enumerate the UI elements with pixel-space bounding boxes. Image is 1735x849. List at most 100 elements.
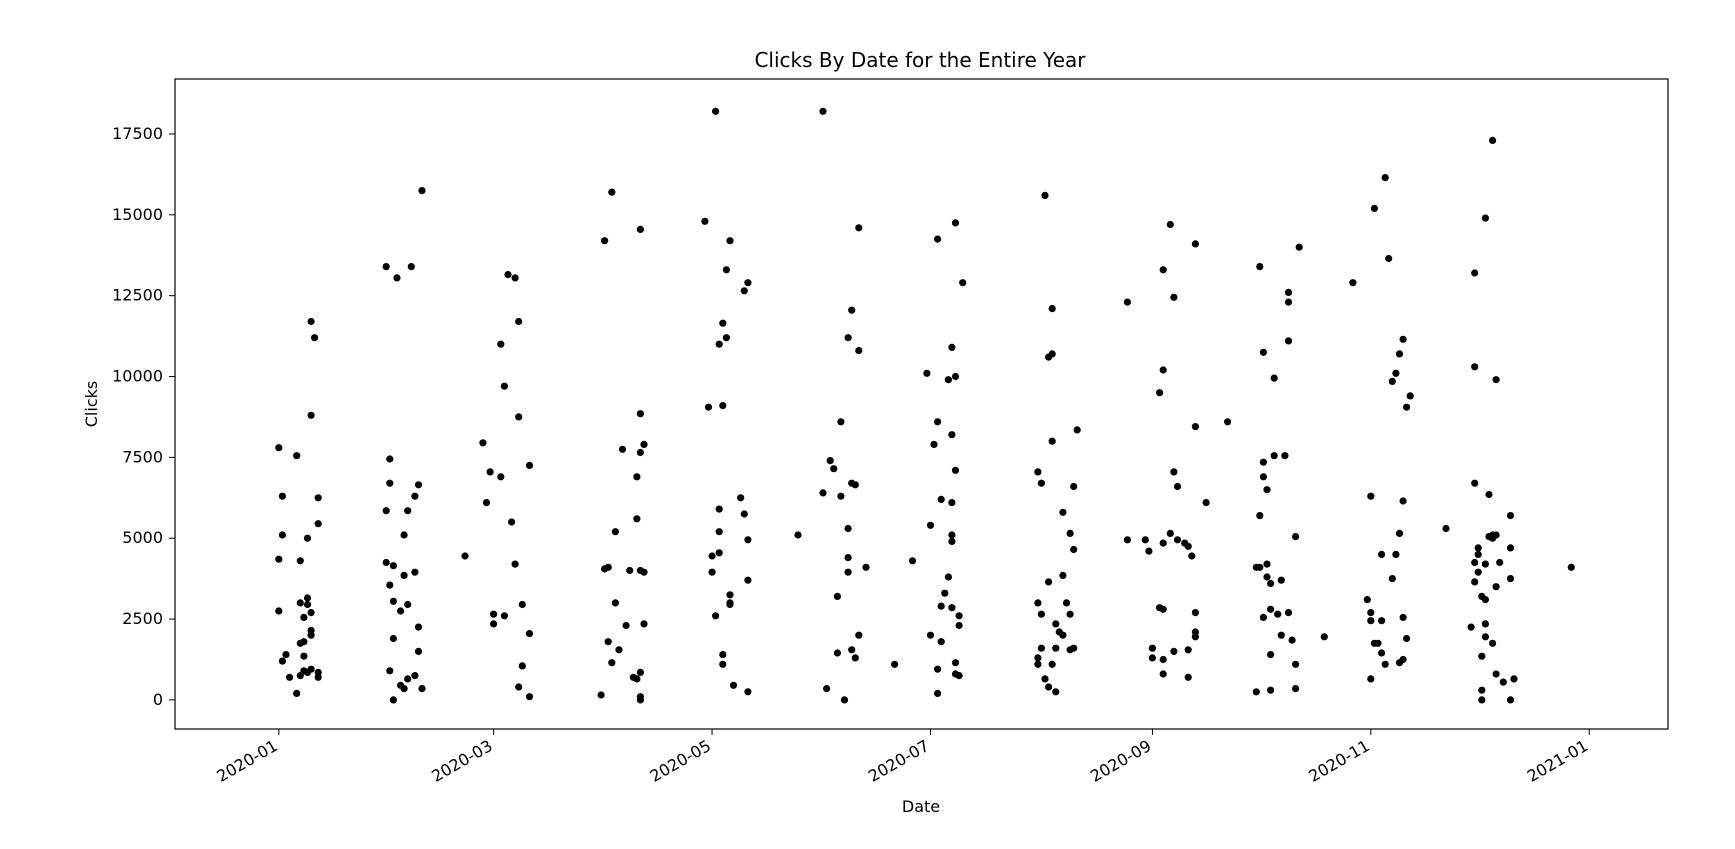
data-point: [1045, 578, 1053, 586]
data-point: [833, 592, 842, 601]
data-point: [1485, 490, 1493, 499]
data-point: [636, 410, 645, 418]
data-point: [937, 602, 945, 610]
data-point: [1392, 550, 1400, 559]
data-point: [712, 612, 720, 620]
data-point: [1284, 288, 1293, 296]
data-point: [719, 660, 727, 668]
data-point: [382, 263, 390, 271]
data-point: [314, 494, 322, 502]
data-point: [1399, 613, 1407, 622]
y-tick-label: 5000: [122, 528, 163, 547]
data-point: [411, 672, 419, 680]
data-point: [611, 599, 620, 607]
data-point: [1037, 610, 1045, 618]
data-point: [1052, 620, 1060, 628]
data-point: [1292, 685, 1300, 693]
data-point: [923, 369, 931, 377]
data-point: [955, 621, 963, 630]
data-point: [1281, 452, 1289, 460]
data-point: [1062, 599, 1071, 607]
data-point: [729, 681, 738, 689]
data-point: [1141, 536, 1149, 544]
data-point: [744, 688, 752, 696]
data-point: [1159, 605, 1167, 613]
data-point: [951, 466, 960, 474]
data-point: [944, 376, 953, 384]
data-point: [461, 552, 469, 560]
data-point: [740, 287, 748, 295]
data-point: [715, 340, 723, 348]
data-point: [1123, 536, 1131, 544]
data-point: [400, 571, 408, 580]
data-points: [275, 107, 1575, 704]
data-point: [715, 505, 723, 513]
data-point: [862, 563, 870, 571]
data-point: [1481, 214, 1489, 222]
data-point: [515, 413, 523, 421]
data-point: [819, 489, 827, 497]
data-point: [1270, 452, 1278, 460]
data-point: [300, 613, 308, 622]
data-point: [418, 685, 426, 693]
data-point: [1406, 392, 1414, 400]
data-point: [1188, 552, 1196, 560]
data-point: [1378, 550, 1386, 559]
data-point: [744, 536, 752, 544]
data-point: [307, 317, 315, 326]
data-point: [744, 279, 752, 287]
data-point: [1284, 298, 1293, 306]
data-point: [823, 685, 831, 693]
data-point: [1567, 563, 1575, 571]
data-point: [715, 549, 723, 557]
data-point: [851, 481, 859, 489]
data-point: [1259, 458, 1267, 466]
data-point: [951, 659, 960, 667]
data-point: [1367, 675, 1375, 683]
data-point: [726, 591, 734, 599]
data-point: [278, 492, 286, 500]
data-point: [601, 237, 609, 245]
data-point: [508, 518, 516, 526]
data-point: [1159, 539, 1167, 547]
data-point: [500, 612, 508, 620]
data-point: [1259, 348, 1267, 356]
data-point: [726, 600, 734, 609]
data-point: [278, 657, 286, 665]
data-point: [1478, 686, 1486, 694]
data-point: [404, 675, 412, 683]
data-point: [848, 646, 856, 654]
data-point: [1066, 610, 1074, 618]
data-point: [1506, 696, 1515, 704]
data-point: [1224, 418, 1232, 426]
data-point: [1191, 633, 1199, 641]
data-point: [1395, 529, 1404, 538]
data-point: [891, 660, 899, 668]
data-point: [1037, 479, 1045, 487]
data-point: [1367, 617, 1375, 625]
y-tick-label: 10000: [112, 367, 163, 386]
data-point: [1399, 335, 1407, 343]
data-point: [1320, 633, 1328, 641]
data-point: [1471, 269, 1479, 277]
data-point: [293, 689, 301, 698]
data-point: [611, 528, 620, 536]
data-point: [833, 649, 842, 657]
data-point: [1474, 550, 1482, 559]
data-point: [934, 665, 942, 673]
data-point: [307, 631, 315, 639]
data-point: [296, 557, 304, 565]
data-point: [1381, 660, 1389, 668]
data-point: [1184, 673, 1192, 681]
data-point: [1191, 240, 1199, 248]
y-tick-label: 17500: [112, 124, 163, 143]
data-point: [382, 558, 390, 567]
data-point: [1070, 644, 1078, 652]
data-point: [1399, 655, 1407, 664]
data-point: [400, 531, 408, 539]
data-point: [701, 217, 709, 225]
data-point: [837, 492, 845, 500]
data-point: [1274, 610, 1282, 618]
